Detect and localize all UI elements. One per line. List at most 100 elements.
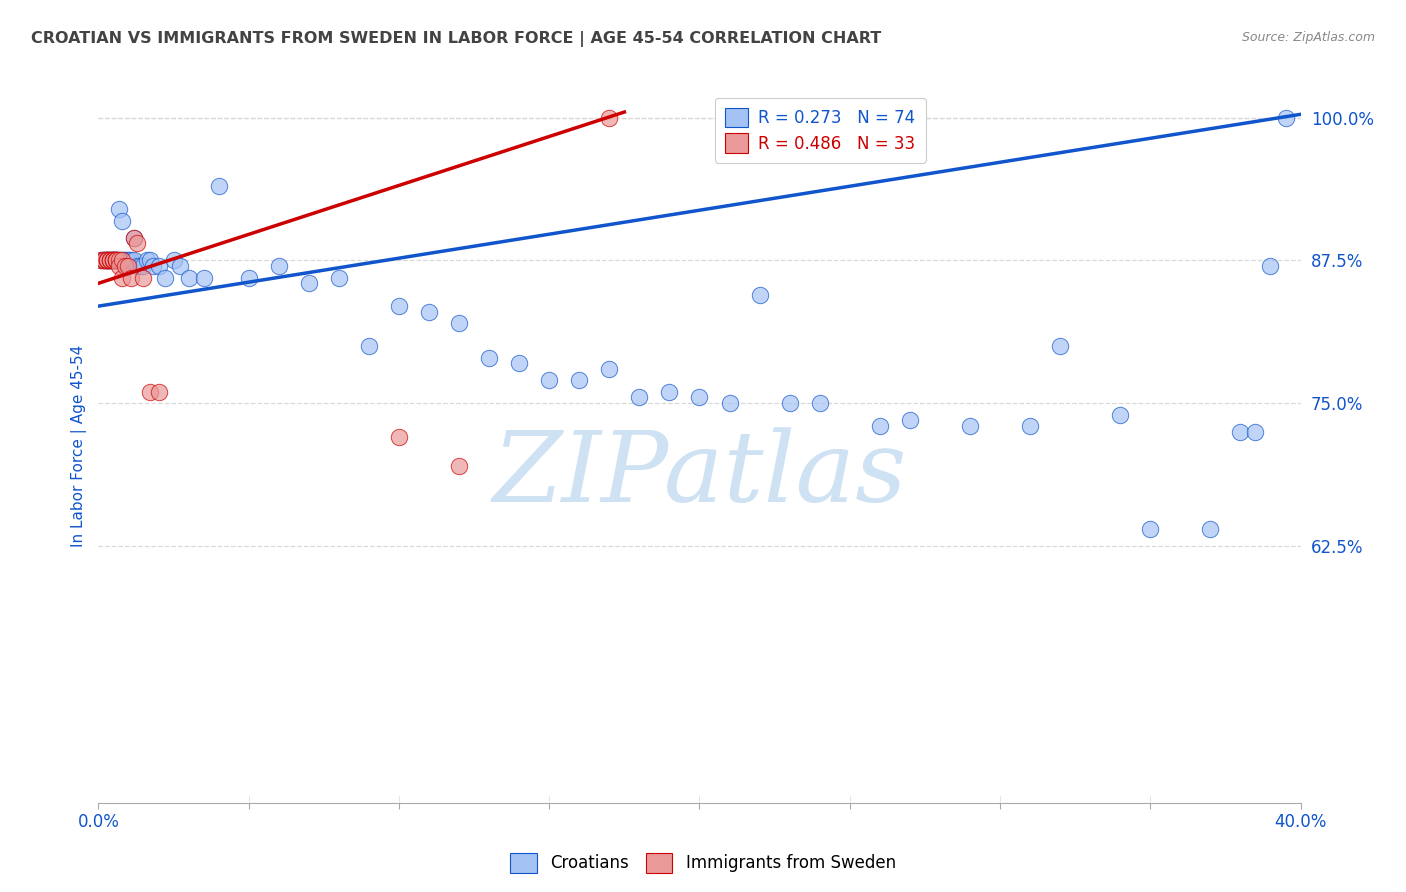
Point — [111, 213, 134, 227]
Point — [169, 259, 191, 273]
Point — [447, 458, 470, 473]
Legend: Croatians, Immigrants from Sweden: Croatians, Immigrants from Sweden — [503, 847, 903, 880]
Point — [105, 253, 128, 268]
Point — [121, 270, 143, 285]
Point — [568, 373, 591, 387]
Point — [100, 253, 122, 268]
Y-axis label: In Labor Force | Age 45-54: In Labor Force | Age 45-54 — [72, 345, 87, 547]
Point — [103, 253, 125, 268]
Point — [508, 356, 530, 370]
Point — [1049, 339, 1071, 353]
Point — [959, 419, 981, 434]
Point — [538, 373, 561, 387]
Point — [148, 384, 170, 399]
Point — [238, 270, 260, 285]
Legend: R = 0.273   N = 74, R = 0.486   N = 33: R = 0.273 N = 74, R = 0.486 N = 33 — [716, 97, 925, 162]
Point — [447, 316, 470, 330]
Point — [808, 396, 831, 410]
Point — [267, 259, 290, 273]
Point — [103, 253, 125, 268]
Point — [127, 259, 149, 273]
Point — [328, 270, 350, 285]
Point — [103, 253, 125, 268]
Point — [117, 253, 139, 268]
Point — [114, 253, 136, 268]
Point — [93, 253, 115, 268]
Point — [1229, 425, 1251, 439]
Point — [1244, 425, 1267, 439]
Point — [100, 253, 122, 268]
Point — [96, 253, 118, 268]
Point — [108, 202, 131, 216]
Point — [111, 253, 134, 268]
Point — [105, 253, 128, 268]
Point — [108, 259, 131, 273]
Point — [105, 253, 128, 268]
Point — [121, 253, 143, 268]
Point — [100, 253, 122, 268]
Point — [103, 253, 125, 268]
Point — [658, 384, 681, 399]
Point — [103, 253, 125, 268]
Point — [100, 253, 122, 268]
Point — [779, 396, 801, 410]
Point — [127, 236, 149, 251]
Point — [105, 253, 128, 268]
Point — [90, 253, 112, 268]
Point — [148, 259, 170, 273]
Point — [388, 299, 411, 313]
Point — [869, 419, 891, 434]
Text: CROATIAN VS IMMIGRANTS FROM SWEDEN IN LABOR FORCE | AGE 45-54 CORRELATION CHART: CROATIAN VS IMMIGRANTS FROM SWEDEN IN LA… — [31, 31, 882, 47]
Text: ZIPatlas: ZIPatlas — [492, 427, 907, 522]
Point — [138, 253, 160, 268]
Point — [103, 253, 125, 268]
Point — [1199, 522, 1222, 536]
Point — [1139, 522, 1161, 536]
Point — [117, 253, 139, 268]
Point — [93, 253, 115, 268]
Point — [177, 270, 200, 285]
Point — [193, 270, 215, 285]
Point — [478, 351, 501, 365]
Point — [628, 391, 651, 405]
Point — [105, 253, 128, 268]
Point — [598, 111, 620, 125]
Point — [141, 259, 163, 273]
Point — [138, 384, 160, 399]
Point — [117, 259, 139, 273]
Point — [418, 305, 440, 319]
Point — [135, 253, 157, 268]
Point — [105, 253, 128, 268]
Point — [93, 253, 115, 268]
Point — [96, 253, 118, 268]
Point — [93, 253, 115, 268]
Point — [96, 253, 118, 268]
Point — [388, 430, 411, 444]
Point — [124, 253, 146, 268]
Point — [103, 253, 125, 268]
Point — [103, 253, 125, 268]
Point — [96, 253, 118, 268]
Point — [1274, 111, 1296, 125]
Point — [90, 253, 112, 268]
Point — [100, 253, 122, 268]
Point — [298, 277, 321, 291]
Point — [96, 253, 118, 268]
Point — [105, 253, 128, 268]
Point — [105, 253, 128, 268]
Point — [1109, 408, 1132, 422]
Point — [898, 413, 921, 427]
Point — [100, 253, 122, 268]
Point — [124, 230, 146, 244]
Point — [162, 253, 184, 268]
Point — [96, 253, 118, 268]
Point — [718, 396, 741, 410]
Point — [111, 270, 134, 285]
Point — [748, 287, 770, 301]
Point — [114, 253, 136, 268]
Text: Source: ZipAtlas.com: Source: ZipAtlas.com — [1241, 31, 1375, 45]
Point — [108, 253, 131, 268]
Point — [108, 253, 131, 268]
Point — [129, 259, 152, 273]
Point — [1260, 259, 1282, 273]
